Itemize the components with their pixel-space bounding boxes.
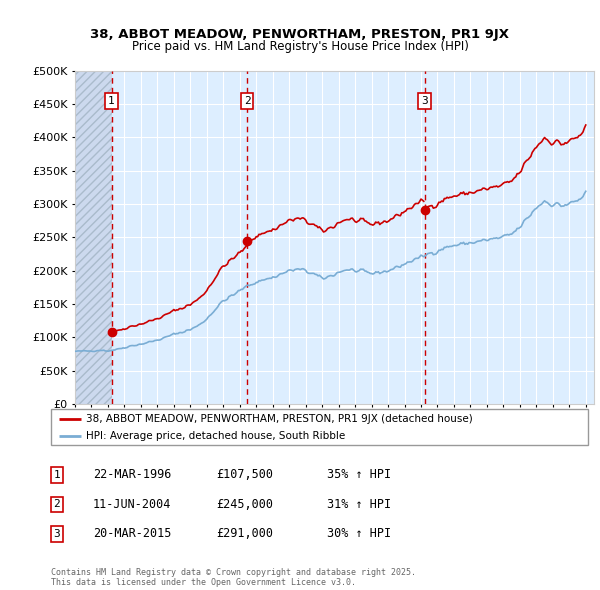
Text: 22-MAR-1996: 22-MAR-1996 bbox=[93, 468, 172, 481]
Text: 35% ↑ HPI: 35% ↑ HPI bbox=[327, 468, 391, 481]
Text: 38, ABBOT MEADOW, PENWORTHAM, PRESTON, PR1 9JX (detached house): 38, ABBOT MEADOW, PENWORTHAM, PRESTON, P… bbox=[86, 414, 473, 424]
Text: £291,000: £291,000 bbox=[216, 527, 273, 540]
Text: 30% ↑ HPI: 30% ↑ HPI bbox=[327, 527, 391, 540]
Text: 3: 3 bbox=[53, 529, 61, 539]
Text: 2: 2 bbox=[244, 96, 250, 106]
Text: 20-MAR-2015: 20-MAR-2015 bbox=[93, 527, 172, 540]
FancyBboxPatch shape bbox=[51, 409, 588, 445]
Text: HPI: Average price, detached house, South Ribble: HPI: Average price, detached house, Sout… bbox=[86, 431, 345, 441]
Text: Price paid vs. HM Land Registry's House Price Index (HPI): Price paid vs. HM Land Registry's House … bbox=[131, 40, 469, 53]
Bar bbox=[75, 71, 112, 404]
Text: 1: 1 bbox=[108, 96, 115, 106]
Text: £107,500: £107,500 bbox=[216, 468, 273, 481]
Text: 11-JUN-2004: 11-JUN-2004 bbox=[93, 498, 172, 511]
Text: 1: 1 bbox=[53, 470, 61, 480]
Text: 38, ABBOT MEADOW, PENWORTHAM, PRESTON, PR1 9JX: 38, ABBOT MEADOW, PENWORTHAM, PRESTON, P… bbox=[91, 28, 509, 41]
Text: £245,000: £245,000 bbox=[216, 498, 273, 511]
Text: 2: 2 bbox=[53, 500, 61, 509]
Text: 31% ↑ HPI: 31% ↑ HPI bbox=[327, 498, 391, 511]
Text: 3: 3 bbox=[421, 96, 428, 106]
Text: Contains HM Land Registry data © Crown copyright and database right 2025.
This d: Contains HM Land Registry data © Crown c… bbox=[51, 568, 416, 587]
